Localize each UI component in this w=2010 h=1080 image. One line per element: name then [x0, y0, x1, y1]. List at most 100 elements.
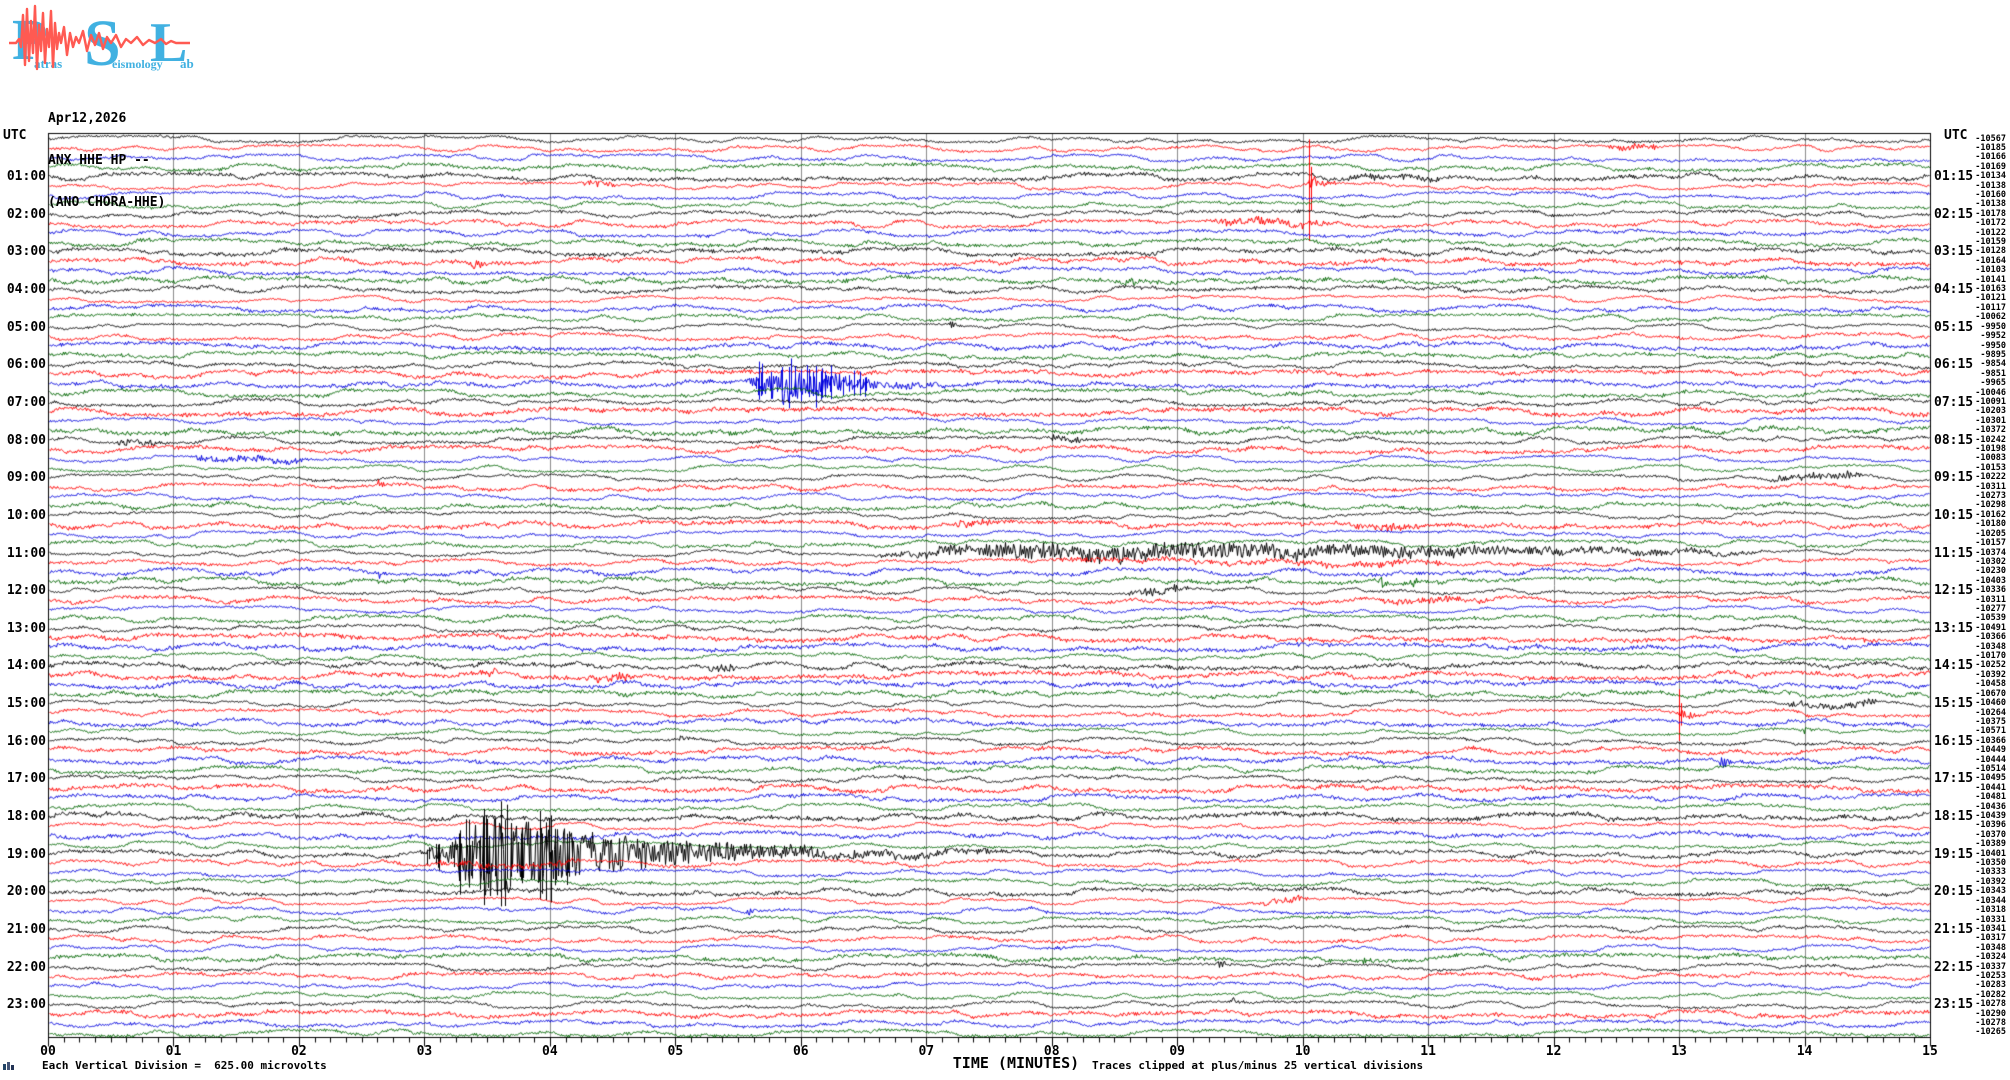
trace-offset-number: -10252 [1975, 660, 2006, 671]
left-time-label: 03:00 [6, 244, 46, 260]
trace-offset-number: -10460 [1975, 698, 2006, 709]
x-tick-label: 08 [1043, 1044, 1060, 1059]
right-time-label: 22:15 [1934, 959, 1974, 975]
x-tick-label: 13 [1671, 1044, 1687, 1059]
trace-offset-number: -10141 [1975, 274, 2006, 285]
x-tick-label: 03 [416, 1044, 433, 1059]
header-date: Apr12,2026 [48, 111, 127, 126]
trace-offset-number: -10157 [1975, 538, 2006, 549]
x-tick-label: 15 [1922, 1044, 1938, 1059]
trace-offset-number: -10439 [1975, 811, 2006, 822]
trace-offset-number: -10366 [1975, 735, 2006, 746]
trace-offset-number: -10372 [1975, 425, 2006, 436]
right-time-label: 10:15 [1934, 507, 1974, 523]
trace-offset-number: -10341 [1975, 923, 2006, 934]
corner-glyph-icon [3, 1062, 14, 1070]
left-time-label: 21:00 [6, 921, 46, 937]
trace-offset-number: -10301 [1975, 415, 2006, 426]
trace-offset-number: -10138 [1975, 199, 2006, 210]
trace-offset-number: -10273 [1975, 491, 2006, 502]
right-time-label: 14:15 [1934, 658, 1974, 674]
trace-offset-number: -10169 [1975, 161, 2006, 172]
right-time-label: 17:15 [1934, 771, 1974, 787]
x-tick-label: 09 [1169, 1044, 1186, 1059]
trace-offset-number: -10172 [1975, 218, 2006, 229]
x-tick-label: 11 [1420, 1044, 1436, 1059]
trace-offset-number: -10128 [1975, 246, 2006, 257]
trace-offset-number: -10392 [1975, 876, 2006, 887]
x-tick-label: 07 [918, 1044, 935, 1059]
trace-offset-number: -10449 [1975, 745, 2006, 756]
x-tick-label: 10 [1294, 1044, 1311, 1059]
trace-offset-number: -9895 [1980, 349, 2006, 360]
trace-offset-number: -10230 [1975, 566, 2006, 577]
right-time-label: 05:15 [1934, 319, 1974, 335]
right-time-label: 03:15 [1934, 244, 1974, 260]
trace-offset-number: -10062 [1975, 312, 2006, 323]
header-location: (ANO CHORA-HHE) [48, 195, 166, 210]
right-time-label: 13:15 [1934, 620, 1974, 636]
trace-offset-number: -10091 [1975, 396, 2006, 407]
x-tick-label: 06 [792, 1044, 809, 1059]
trace-offset-number: -10121 [1975, 293, 2006, 304]
right-time-label: 01:15 [1934, 169, 1974, 185]
right-time-label: 20:15 [1934, 884, 1974, 900]
trace-offset-number: -10370 [1975, 829, 2006, 840]
left-time-label: 16:00 [6, 733, 46, 749]
trace-offset-number: -10331 [1975, 914, 2006, 925]
trace-offset-number: -10134 [1975, 171, 2006, 182]
trace-offset-number: -10348 [1975, 641, 2006, 652]
trace-offset-number: -10401 [1975, 848, 2006, 859]
x-tick-label: 02 [291, 1044, 307, 1059]
right-time-label: 21:15 [1934, 921, 1974, 937]
trace-offset-number: -10162 [1975, 509, 2006, 520]
trace-offset-number: -10491 [1975, 622, 2006, 633]
trace-offset-number: -10278 [1975, 1018, 2006, 1029]
trace-offset-number: -10318 [1975, 905, 2006, 916]
right-time-label: 02:15 [1934, 206, 1974, 222]
trace-offset-number: -10277 [1975, 604, 2006, 614]
trace-offset-number: -10374 [1975, 547, 2006, 558]
trace-offset-number: -10441 [1975, 782, 2006, 793]
x-axis-title: TIME (MINUTES) [952, 1054, 1080, 1072]
trace-offset-number: -10333 [1975, 867, 2006, 878]
left-time-label: 06:00 [6, 357, 46, 373]
utc-label-right: UTC [1944, 128, 1968, 143]
trace-offset-number: -10170 [1975, 651, 2006, 662]
header-block: Apr12,2026 ANX HHE HP -- (ANO CHORA-HHE) [48, 84, 165, 238]
x-tick-label: 05 [667, 1044, 684, 1059]
logo-word-ab: ab [180, 56, 194, 71]
trace-offset-number: -10180 [1975, 519, 2006, 530]
trace-offset-number: -10392 [1975, 669, 2006, 680]
right-time-label: 15:15 [1934, 696, 1974, 712]
trace-offset-number: -10159 [1975, 237, 2006, 247]
trace-offset-number: -10311 [1975, 481, 2006, 492]
trace-offset-number: -10366 [1975, 632, 2006, 643]
trace-offset-number: -10571 [1975, 726, 2006, 737]
trace-offset-number: -10117 [1975, 302, 2006, 313]
trace-offset-number: -10348 [1975, 942, 2006, 953]
trace-offset-number: -10166 [1975, 152, 2006, 163]
trace-offset-number: -10298 [1975, 500, 2006, 511]
left-time-label: 14:00 [6, 658, 46, 674]
left-time-label: 13:00 [6, 620, 46, 636]
trace-offset-number: -10458 [1975, 679, 2006, 690]
trace-offset-number: -10178 [1975, 208, 2006, 219]
trace-offset-number: -10336 [1975, 585, 2006, 596]
left-time-label: 09:00 [6, 470, 46, 486]
header-station: ANX HHE HP -- [48, 153, 150, 168]
trace-offset-number: -10122 [1975, 227, 2006, 238]
trace-offset-number: -10205 [1975, 528, 2006, 539]
trace-offset-number: -10265 [1975, 1027, 2006, 1038]
trace-offset-number: -10311 [1975, 594, 2006, 605]
left-time-label: 07:00 [6, 394, 46, 410]
trace-offset-number: -10481 [1975, 792, 2006, 803]
trace-offset-number: -10343 [1975, 886, 2006, 897]
x-tick-label: 01 [165, 1044, 182, 1059]
trace-offset-number: -10670 [1975, 688, 2006, 699]
left-time-label: 08:00 [6, 432, 46, 448]
trace-offset-number: -9851 [1980, 368, 2006, 379]
trace-offset-number: -10514 [1975, 763, 2006, 774]
trace-offset-number: -10567 [1975, 133, 2006, 144]
right-time-label: 19:15 [1934, 846, 1974, 862]
